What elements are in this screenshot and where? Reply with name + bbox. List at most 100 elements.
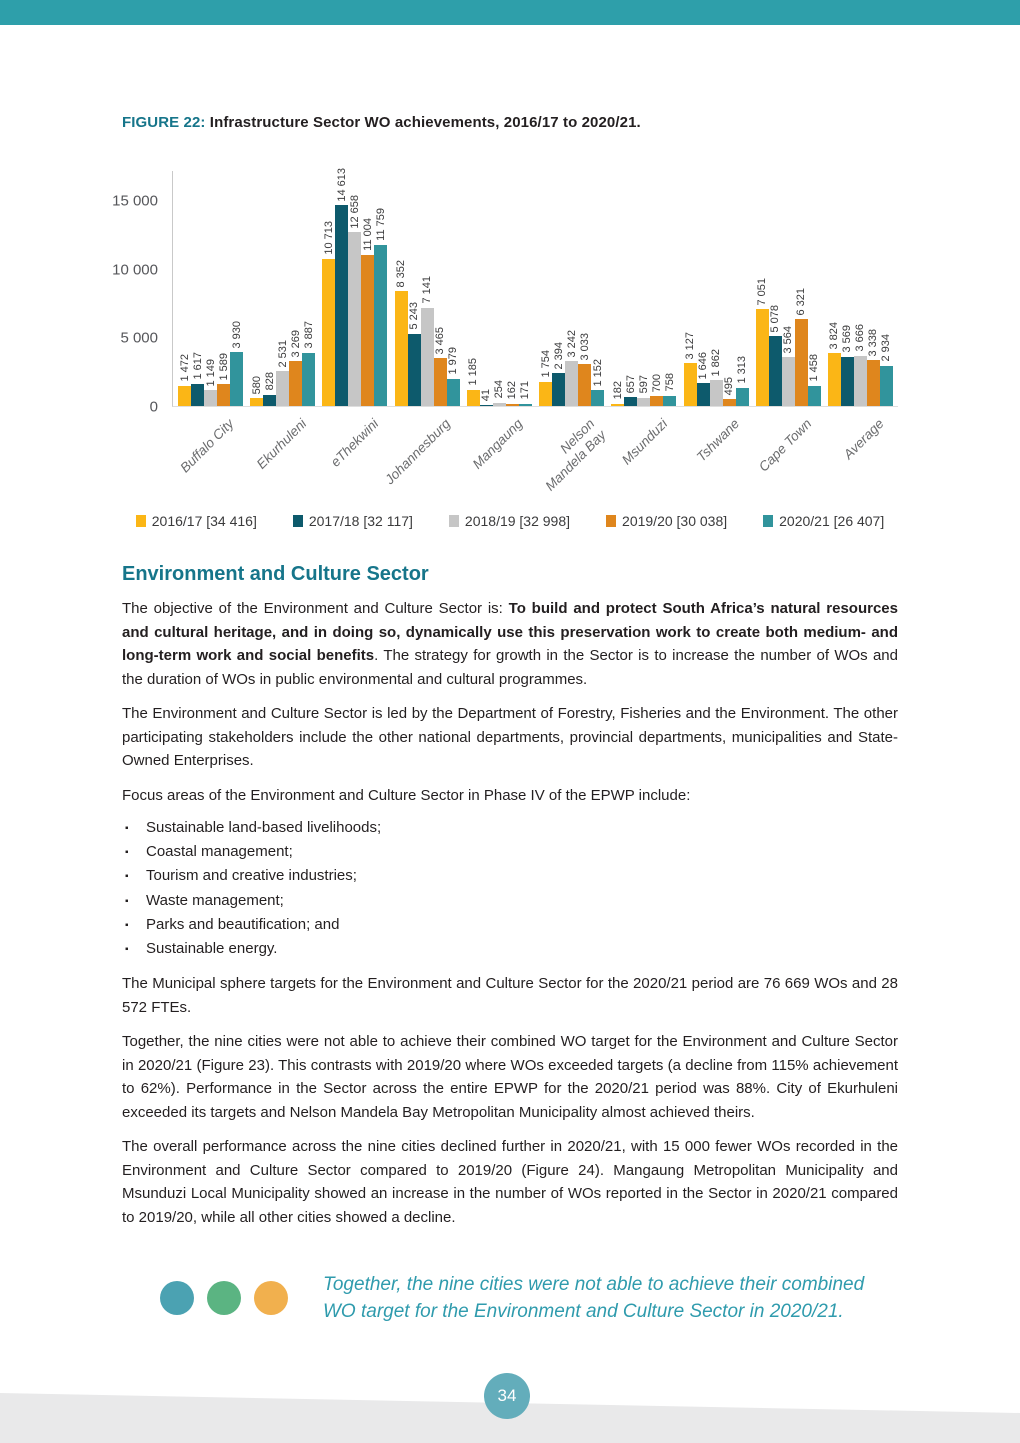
bar-group-mangaung: 1 185 41 254 162 171 Mangaung: [466, 171, 532, 472]
bar-group-johannesburg: 8 352 5 243 7 141 3 465 1 979 Johannesburg: [382, 171, 460, 487]
x-axis-category-label: Ekurhuleni: [253, 416, 309, 472]
bar-value-label: 3 569: [841, 325, 854, 353]
figure-title: Infrastructure Sector WO achievements, 2…: [209, 114, 641, 131]
list-item: Parks and beautification; and: [122, 913, 898, 938]
paragraph-stakeholders: The Environment and Culture Sector is le…: [122, 705, 898, 769]
legend-label: 2016/17 [34 416]: [151, 513, 257, 529]
bar: 6 321: [794, 288, 808, 406]
x-axis-category-label: Mangaung: [469, 416, 526, 472]
bar-value-label: 580: [250, 375, 263, 395]
paragraph-objective: The objective of the Environment and Cul…: [122, 597, 898, 691]
bar: 3 338: [866, 329, 880, 406]
bar: 3 887: [302, 321, 316, 406]
legend-item: 2020/21 [26 407]: [763, 513, 884, 529]
bar: 1 646: [696, 352, 710, 406]
pull-quote-text: Together, the nine cities were not able …: [323, 1274, 865, 1323]
x-axis-category-label: Buffalo City: [177, 416, 237, 476]
y-axis-tick-label: 15 000: [112, 192, 158, 210]
bar: 495: [722, 377, 736, 406]
bar-value-label: 3 465: [434, 326, 447, 355]
bar-group-buffalo-city: 1 472 1 617 1 149 1 589 3 930 Buffalo City: [177, 171, 243, 475]
bar: 11 759: [374, 208, 388, 406]
bar: 2 531: [276, 340, 290, 406]
page-number-badge: 34: [484, 1373, 530, 1419]
bar-value-label: 182: [611, 381, 624, 400]
bar: 1 589: [217, 353, 230, 406]
bar: 162: [505, 381, 519, 406]
legend-label: 2019/20 [30 038]: [622, 513, 728, 529]
bar: 5 243: [407, 302, 421, 406]
legend-label: 2020/21 [26 407]: [779, 513, 885, 529]
bar-value-label: 700: [650, 374, 663, 393]
list-item: Sustainable energy.: [122, 937, 898, 962]
bar-value-label: 3 127: [684, 331, 697, 360]
bar: 3 564: [781, 326, 795, 406]
bar: 1 149: [204, 359, 217, 406]
list-item: Coastal management;: [122, 840, 898, 865]
bar-value-label: 8 352: [395, 259, 408, 288]
bar-value-label: 6 321: [795, 287, 808, 316]
bar-value-label: 1 646: [697, 351, 710, 380]
bar-value-label: 1 152: [591, 358, 604, 387]
legend-swatch: [135, 515, 146, 527]
list-item: Sustainable land-based livelihoods;: [122, 816, 898, 841]
dot-teal: [160, 1281, 194, 1316]
legend-label: 2018/19 [32 998]: [464, 513, 571, 529]
x-axis-category-label: Msunduzi: [618, 416, 671, 468]
bar: 3 465: [433, 327, 447, 406]
focus-areas-list: Sustainable land-based livelihoods; Coas…: [122, 816, 898, 962]
bar-group-msunduzi: 182 657 597 700 758 Msunduzi: [611, 171, 677, 467]
paragraph-objective-bold: To build and protect South Africa’s natu…: [122, 600, 898, 664]
bar: 14 613: [335, 168, 349, 406]
bar-value-label: 657: [624, 374, 637, 393]
x-axis-category-label: Average: [840, 416, 887, 462]
x-axis-category-label: Tshwane: [693, 416, 743, 465]
bar-value-label: 5 243: [408, 302, 421, 330]
bar-value-label: 11 004: [361, 218, 374, 251]
bar: 2 394: [552, 342, 566, 406]
chart-y-axis: 0 5 000 10 000 15 000: [112, 171, 166, 416]
paragraph-focus-areas-intro: Focus areas of the Environment and Cultu…: [122, 786, 691, 804]
bar: 41: [479, 389, 493, 406]
bar-value-label: 7 141: [421, 276, 434, 304]
chart-plot: 1 472 1 617 1 149 1 589 3 930 Buffalo City 580…: [172, 168, 898, 494]
paragraph-objective-pre: The objective of the Environment and Cul…: [122, 600, 509, 617]
bar-value-label: 495: [723, 376, 736, 396]
bar-value-label: 1 617: [191, 352, 204, 380]
bar-value-label: 2 934: [880, 334, 893, 362]
bar: 12 658: [348, 195, 362, 406]
bar: 8 352: [394, 260, 408, 406]
dot-green: [207, 1281, 241, 1316]
y-axis-tick-label: 10 000: [112, 261, 158, 279]
bar-value-label: 12 658: [348, 194, 361, 229]
figure-caption: FIGURE 22: Infrastructure Sector WO achi…: [122, 114, 898, 131]
bar: 3 127: [683, 332, 697, 406]
bar: 700: [650, 374, 664, 406]
bar: 254: [492, 380, 506, 406]
bar-value-label: 1 149: [204, 358, 217, 387]
bar: 1 185: [466, 358, 480, 406]
bar-value-label: 3 242: [565, 329, 578, 358]
bar: 3 269: [289, 330, 303, 406]
bar: 3 242: [565, 330, 579, 406]
paragraph-objective-post: . The strategy for growth in the Sector …: [122, 647, 898, 688]
bar-value-label: 1 589: [217, 352, 230, 381]
figure-label: FIGURE 22:: [122, 114, 206, 131]
bar: 1 458: [807, 354, 821, 406]
top-accent-bar: [0, 0, 1020, 25]
legend-swatch: [606, 515, 617, 527]
bar-value-label: 162: [506, 381, 519, 400]
bar-group-tshwane: 3 127 1 646 1 862 495 1 313 Tshwane: [683, 171, 749, 464]
bar-value-label: 254: [493, 380, 506, 399]
bar-value-label: 2 394: [552, 341, 565, 370]
legend-item: 2016/17 [34 416]: [135, 513, 257, 529]
page-content: FIGURE 22: Infrastructure Sector WO achi…: [112, 25, 898, 1325]
bar: 1 313: [735, 356, 749, 406]
bar-value-label: 10 713: [322, 221, 335, 255]
bar: 10 713: [322, 221, 336, 406]
bar: 3 824: [827, 322, 841, 406]
bar: 1 979: [446, 347, 460, 406]
bar-value-label: 3 887: [302, 321, 315, 349]
legend-item: 2019/20 [30 038]: [606, 513, 727, 529]
bar: 597: [637, 375, 651, 406]
